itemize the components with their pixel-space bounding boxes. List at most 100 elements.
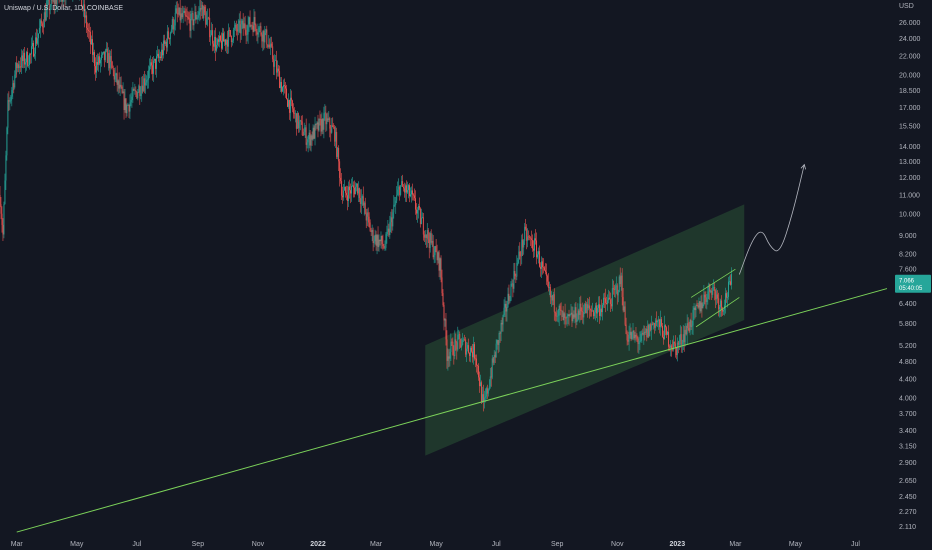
candle-body — [706, 300, 708, 302]
wedge-lower-line[interactable] — [695, 297, 740, 328]
candle-body — [81, 0, 83, 7]
candle-body — [339, 161, 341, 178]
price-tick-label: 3.150 — [899, 443, 917, 450]
candle-body — [129, 102, 131, 112]
candle-body — [219, 35, 220, 42]
candle-body — [696, 304, 698, 306]
candle-body — [650, 324, 652, 330]
candle-body — [332, 125, 334, 128]
candle-body — [147, 79, 149, 81]
candle-body — [259, 26, 261, 28]
candle-body — [235, 24, 237, 30]
projection-path[interactable] — [738, 164, 805, 275]
candle-body — [247, 24, 249, 35]
candle-body — [34, 53, 35, 57]
parallel-channel[interactable] — [425, 204, 745, 456]
candle-body — [297, 112, 299, 129]
candle-body — [574, 307, 576, 318]
candle-body — [501, 322, 503, 325]
price-axis[interactable] — [887, 0, 932, 537]
candle-body — [397, 189, 399, 195]
candle-body — [196, 17, 198, 20]
candle-body — [160, 56, 161, 59]
projection-arrowhead — [800, 163, 807, 170]
candle-body — [563, 313, 565, 321]
candle-body — [605, 302, 607, 305]
candle-body — [48, 0, 50, 11]
candle-body — [577, 310, 579, 321]
candle-body — [466, 348, 468, 355]
candle-body — [727, 296, 728, 298]
candle-body — [452, 341, 454, 355]
candle-body — [707, 291, 709, 301]
candle-body — [654, 322, 656, 328]
candle-body — [330, 128, 332, 133]
candle-body — [320, 119, 322, 132]
candle-body — [316, 122, 318, 125]
candle-body — [331, 125, 333, 133]
candle-body — [89, 31, 91, 32]
candle-body — [582, 311, 584, 318]
candle-body — [488, 386, 490, 390]
candle-body — [679, 334, 681, 341]
candle-body — [624, 306, 626, 325]
candle-body — [677, 342, 679, 345]
candle-body — [480, 382, 482, 402]
candle-body — [446, 339, 448, 361]
drawings[interactable] — [16, 163, 888, 533]
candle-body — [206, 18, 208, 25]
candle-body — [585, 303, 587, 314]
price-tick-label: 2.650 — [899, 478, 917, 485]
candle-body — [5, 155, 7, 181]
candle-body — [213, 43, 215, 47]
candle-body — [203, 6, 205, 19]
candle-body — [113, 70, 115, 80]
candle-body — [334, 127, 336, 142]
candle-body — [273, 59, 275, 67]
candle-body — [649, 324, 651, 337]
candle-body — [406, 185, 408, 193]
wedge-upper-line[interactable] — [690, 268, 736, 298]
channel-area[interactable] — [425, 204, 745, 456]
currency-label: USD — [899, 3, 914, 10]
candle-body — [478, 377, 480, 387]
candle-body — [693, 307, 695, 310]
candle-body — [483, 397, 485, 402]
candle-body — [658, 319, 660, 321]
candle-body — [177, 13, 179, 15]
candle-body — [25, 62, 27, 65]
candle-body — [118, 80, 120, 89]
time-tick-label: Nov — [252, 541, 265, 548]
candle-body — [506, 307, 508, 312]
candle-body — [497, 340, 499, 345]
candle-body — [188, 17, 190, 20]
candle-body — [180, 13, 182, 21]
candle-body — [390, 217, 392, 223]
time-axis[interactable] — [0, 537, 932, 550]
candle-body — [382, 244, 384, 246]
candle-body — [419, 208, 421, 225]
candle-body — [539, 251, 540, 267]
candle-body — [314, 124, 316, 139]
support-trendline[interactable] — [16, 288, 888, 533]
candle-body — [597, 307, 599, 314]
candle-body — [98, 56, 100, 64]
candle-body — [157, 53, 158, 57]
candle-body — [357, 188, 359, 194]
candle-body — [208, 17, 210, 19]
candle-body — [39, 20, 41, 28]
candle-body — [158, 53, 159, 58]
candle-body — [116, 73, 118, 85]
candle-body — [718, 298, 720, 310]
candle-body — [521, 239, 523, 257]
candle-body — [55, 0, 57, 5]
candle-body — [556, 316, 558, 317]
candle-body — [253, 17, 255, 32]
candle-body — [635, 334, 637, 337]
candle-body — [695, 304, 697, 311]
candle-body — [238, 20, 240, 24]
candle-body — [499, 333, 501, 334]
candle-body — [573, 314, 575, 318]
candle-body — [554, 311, 556, 313]
